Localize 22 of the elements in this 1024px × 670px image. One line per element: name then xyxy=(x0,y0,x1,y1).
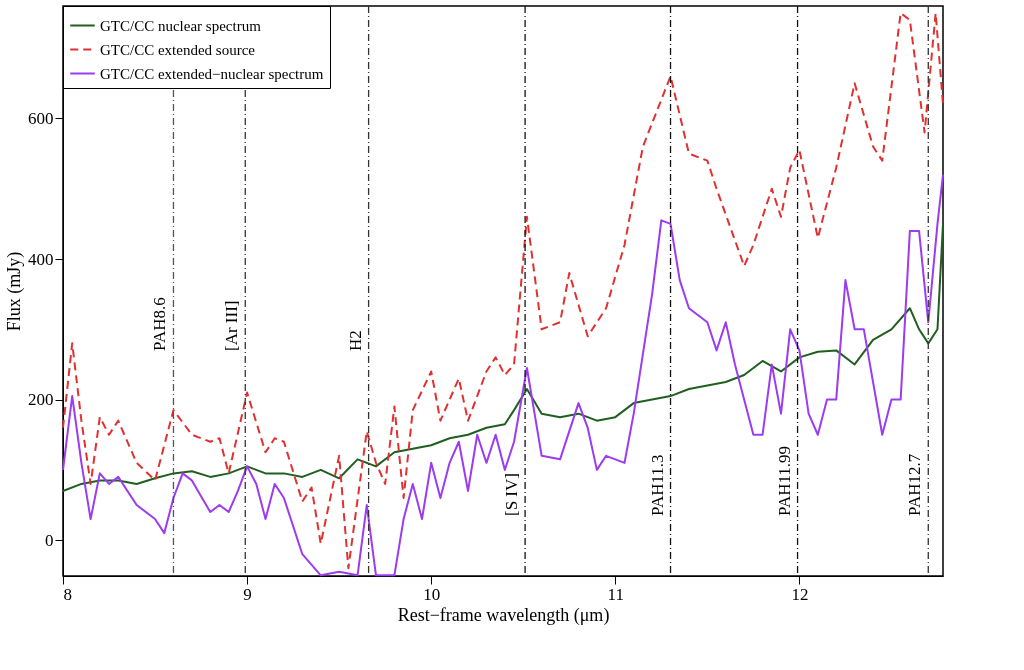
ref-line-label: PAH8.6 xyxy=(150,297,170,351)
ref-line-label: [Ar III] xyxy=(222,300,242,351)
ref-line-label: PAH11.3 xyxy=(647,454,667,516)
ref-line-label: PAH12.7 xyxy=(905,453,925,516)
legend-label: GTC/CC nuclear spectrum xyxy=(100,17,262,34)
legend-label: GTC/CC extended source xyxy=(100,41,256,58)
legend-label: GTC/CC extended−nuclear spectrum xyxy=(100,65,324,82)
y-tick-label: 400 xyxy=(28,249,54,269)
y-axis-title: Flux (mJy) xyxy=(4,251,25,332)
x-tick-label: 10 xyxy=(423,584,441,604)
x-tick-label: 9 xyxy=(243,584,252,604)
x-tick-label: 11 xyxy=(607,584,624,604)
y-tick-label: 200 xyxy=(28,390,54,410)
ref-line-label: [S IV] xyxy=(502,473,522,516)
x-tick-label: 8 xyxy=(63,584,72,604)
y-tick-label: 600 xyxy=(28,108,54,128)
ref-line-label: PAH11.99 xyxy=(774,445,794,516)
x-axis-title: Rest−frame wavelength (μm) xyxy=(397,604,610,626)
y-tick-label: 0 xyxy=(45,530,54,550)
x-tick-label: 12 xyxy=(791,584,809,604)
ref-line-label: H2 xyxy=(345,330,365,351)
line-series xyxy=(62,12,944,570)
